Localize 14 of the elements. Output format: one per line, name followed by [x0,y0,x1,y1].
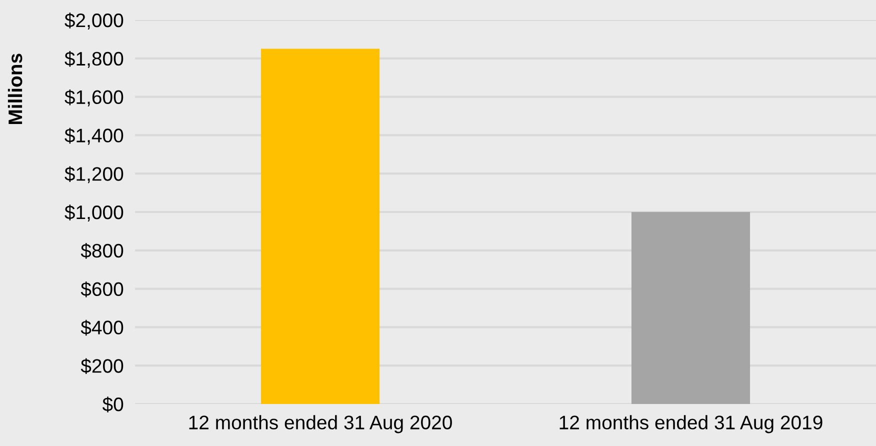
y-tick-label: $400 [80,320,124,336]
y-tick-label: $1,800 [64,51,124,68]
y-tick-label: $2,000 [64,12,124,30]
x-tick-label: 12 months ended 31 Aug 2020 [189,415,452,434]
y-tick-label: $1,400 [64,128,124,145]
y-tick-label: $800 [80,243,124,259]
x-tick-label: 12 months ended 31 Aug 2019 [560,415,822,434]
y-axis-title: Millions [8,54,22,124]
y-tick-label: $200 [80,358,124,374]
y-tick-label: $0 [102,396,124,412]
y-tick-label: $1,600 [64,89,124,106]
y-tick-label: $1,000 [64,204,124,222]
y-tick-label: $1,200 [64,166,124,184]
y-tick-label: $600 [80,281,124,298]
